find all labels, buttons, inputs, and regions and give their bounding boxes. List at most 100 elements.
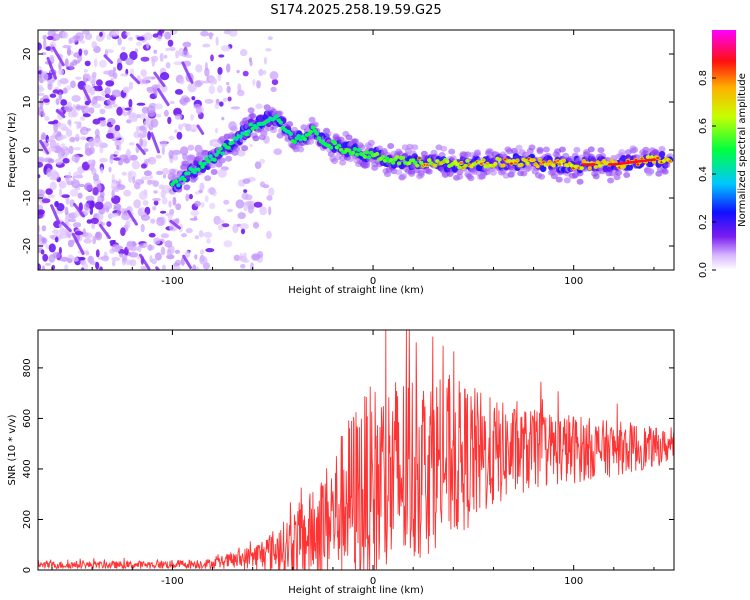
spectrogram-noise-blob xyxy=(227,96,232,102)
spectrogram-noise-blob xyxy=(151,84,159,91)
spectrogram-noise-blob xyxy=(273,148,283,155)
spectrogram-noise-blob xyxy=(175,50,180,59)
spectrogram-noise-blob xyxy=(192,264,197,270)
spectrogram-noise-blob xyxy=(49,172,57,181)
spectrogram-noise-blob xyxy=(142,200,149,206)
spectrogram-noise-blob xyxy=(49,135,56,140)
spectrogram-noise-blob xyxy=(80,136,87,141)
spectrogram-ridge-core xyxy=(364,150,370,155)
spectrogram-noise-blob xyxy=(142,127,148,134)
spectrogram-noise-streak xyxy=(81,267,85,270)
spectrogram-ridge-core xyxy=(415,163,420,168)
snr-y-axis-label: SNR (10 * v/v) xyxy=(7,414,18,485)
spectrogram-ridge-halo xyxy=(592,173,600,180)
spectrogram-ridge-core xyxy=(246,129,251,134)
spectrogram-noise-blob xyxy=(243,189,248,193)
spectrogram-noise-blob xyxy=(62,45,72,49)
spectrogram-noise-blob xyxy=(121,171,127,176)
spectrogram-noise-blob xyxy=(118,159,123,166)
spectrogram-ridge-halo xyxy=(456,169,464,176)
spectrogram-ridge-core xyxy=(238,134,243,139)
spectrogram-noise-blob xyxy=(113,186,120,193)
spectrogram-noise-blob xyxy=(191,96,196,101)
spectrogram-noise-blob xyxy=(111,189,115,199)
spectrogram-ridge-core xyxy=(216,150,221,154)
spectrogram-noise-blob xyxy=(64,206,69,216)
spectrogram-noise-blob xyxy=(69,188,79,197)
spectrogram-noise-blob xyxy=(271,79,279,86)
spectrogram-noise-blob xyxy=(38,263,42,270)
spectrogram-noise-blob xyxy=(128,98,133,108)
snr-x-tick-label: -100 xyxy=(161,576,184,587)
spectrogram-noise-blob xyxy=(108,166,112,173)
spectrogram-noise-blob xyxy=(38,174,41,179)
spectrogram-noise-blob xyxy=(265,48,272,52)
spectrogram-noise-blob xyxy=(187,144,195,151)
spectrogram-ridge-core xyxy=(296,134,301,138)
colorbar-tick-label: 0.2 xyxy=(698,214,709,230)
spectrogram-noise-blob xyxy=(38,84,43,91)
spectrogram-noise-blob xyxy=(103,201,113,210)
spectrogram-ridge-core xyxy=(579,166,584,171)
spectrogram-noise-blob xyxy=(216,219,225,224)
spectrogram-noise-blob xyxy=(221,116,225,121)
spectrogram-ridge-halo xyxy=(528,144,536,151)
spectrogram-noise-blob xyxy=(74,210,80,218)
spectrogram-noise-blob xyxy=(140,163,147,169)
spectrogram-noise-blob xyxy=(244,201,253,206)
spectrogram-noise-blob xyxy=(50,44,54,53)
spectrogram-noise-blob xyxy=(84,73,91,79)
spectrogram-noise-blob xyxy=(164,31,172,40)
spectrogram-noise-blob xyxy=(71,110,79,118)
spectrogram-noise-blob xyxy=(168,135,175,141)
spectrogram-ridge-halo xyxy=(550,173,558,180)
spectrogram-noise-blob xyxy=(83,232,93,239)
spectrogram-ridge-peak xyxy=(497,158,502,161)
spectrogram-noise-blob xyxy=(247,204,254,214)
spectrogram-ridge-core xyxy=(212,157,217,162)
spectrogram-ridge-core xyxy=(208,154,213,159)
spectrogram-noise-blob xyxy=(270,86,277,93)
spectrogram-noise-blob xyxy=(222,97,228,102)
snr-x-axis-label: Height of straight line (km) xyxy=(288,585,424,596)
spectrogram-noise-blob xyxy=(56,203,65,212)
spectrogram-noise-blob xyxy=(125,31,131,36)
spectrogram-ridge-halo xyxy=(631,146,639,153)
spectrogram-noise-blob xyxy=(52,89,60,94)
spectrogram-noise-blob xyxy=(86,219,93,224)
spectrogram-noise-blob xyxy=(67,119,72,126)
spectrogram-noise-blob xyxy=(104,93,111,99)
spectrogram-noise-blob xyxy=(39,97,45,106)
spectrogram-noise-blob xyxy=(61,146,69,152)
spectrogram-y-tick-label: 10 xyxy=(22,96,33,109)
spectrogram-noise-blob xyxy=(61,31,69,39)
spectrogram-noise-blob xyxy=(179,78,185,85)
spectrogram-noise-blob xyxy=(242,252,247,258)
spectrogram-noise-blob xyxy=(210,54,214,62)
spectrogram-noise-streak xyxy=(55,109,66,119)
spectrogram-noise-blob xyxy=(136,113,141,119)
spectrogram-noise-blob xyxy=(128,113,136,119)
spectrogram-ridge-halo xyxy=(538,173,546,180)
spectrogram-ridge-halo xyxy=(509,168,517,174)
spectrogram-ridge-core xyxy=(196,167,201,172)
spectrogram-ridge-peak xyxy=(582,159,586,163)
spectrogram-noise-blob xyxy=(119,52,128,61)
spectrogram-noise-blob xyxy=(105,132,115,139)
spectrogram-ridge-core xyxy=(198,161,203,166)
spectrogram-noise-blob xyxy=(55,158,63,165)
spectrogram-ridge-core xyxy=(206,159,211,164)
spectrogram-noise-blob xyxy=(94,231,103,241)
spectrogram-noise-streak xyxy=(153,71,166,88)
spectrogram-noise-blob xyxy=(51,33,61,41)
spectrogram-ridge-peak xyxy=(513,161,518,164)
spectrogram-noise-blob xyxy=(41,132,47,140)
snr-y-tick-label: 800 xyxy=(22,358,33,377)
spectrogram-ridge-core xyxy=(595,160,600,165)
spectrogram-noise-blob xyxy=(114,124,121,132)
spectrogram-ridge-halo xyxy=(218,157,226,164)
spectrogram-noise-blob xyxy=(250,262,254,270)
spectrogram-noise-blob xyxy=(41,72,49,82)
spectrogram-noise-blob xyxy=(136,41,142,47)
